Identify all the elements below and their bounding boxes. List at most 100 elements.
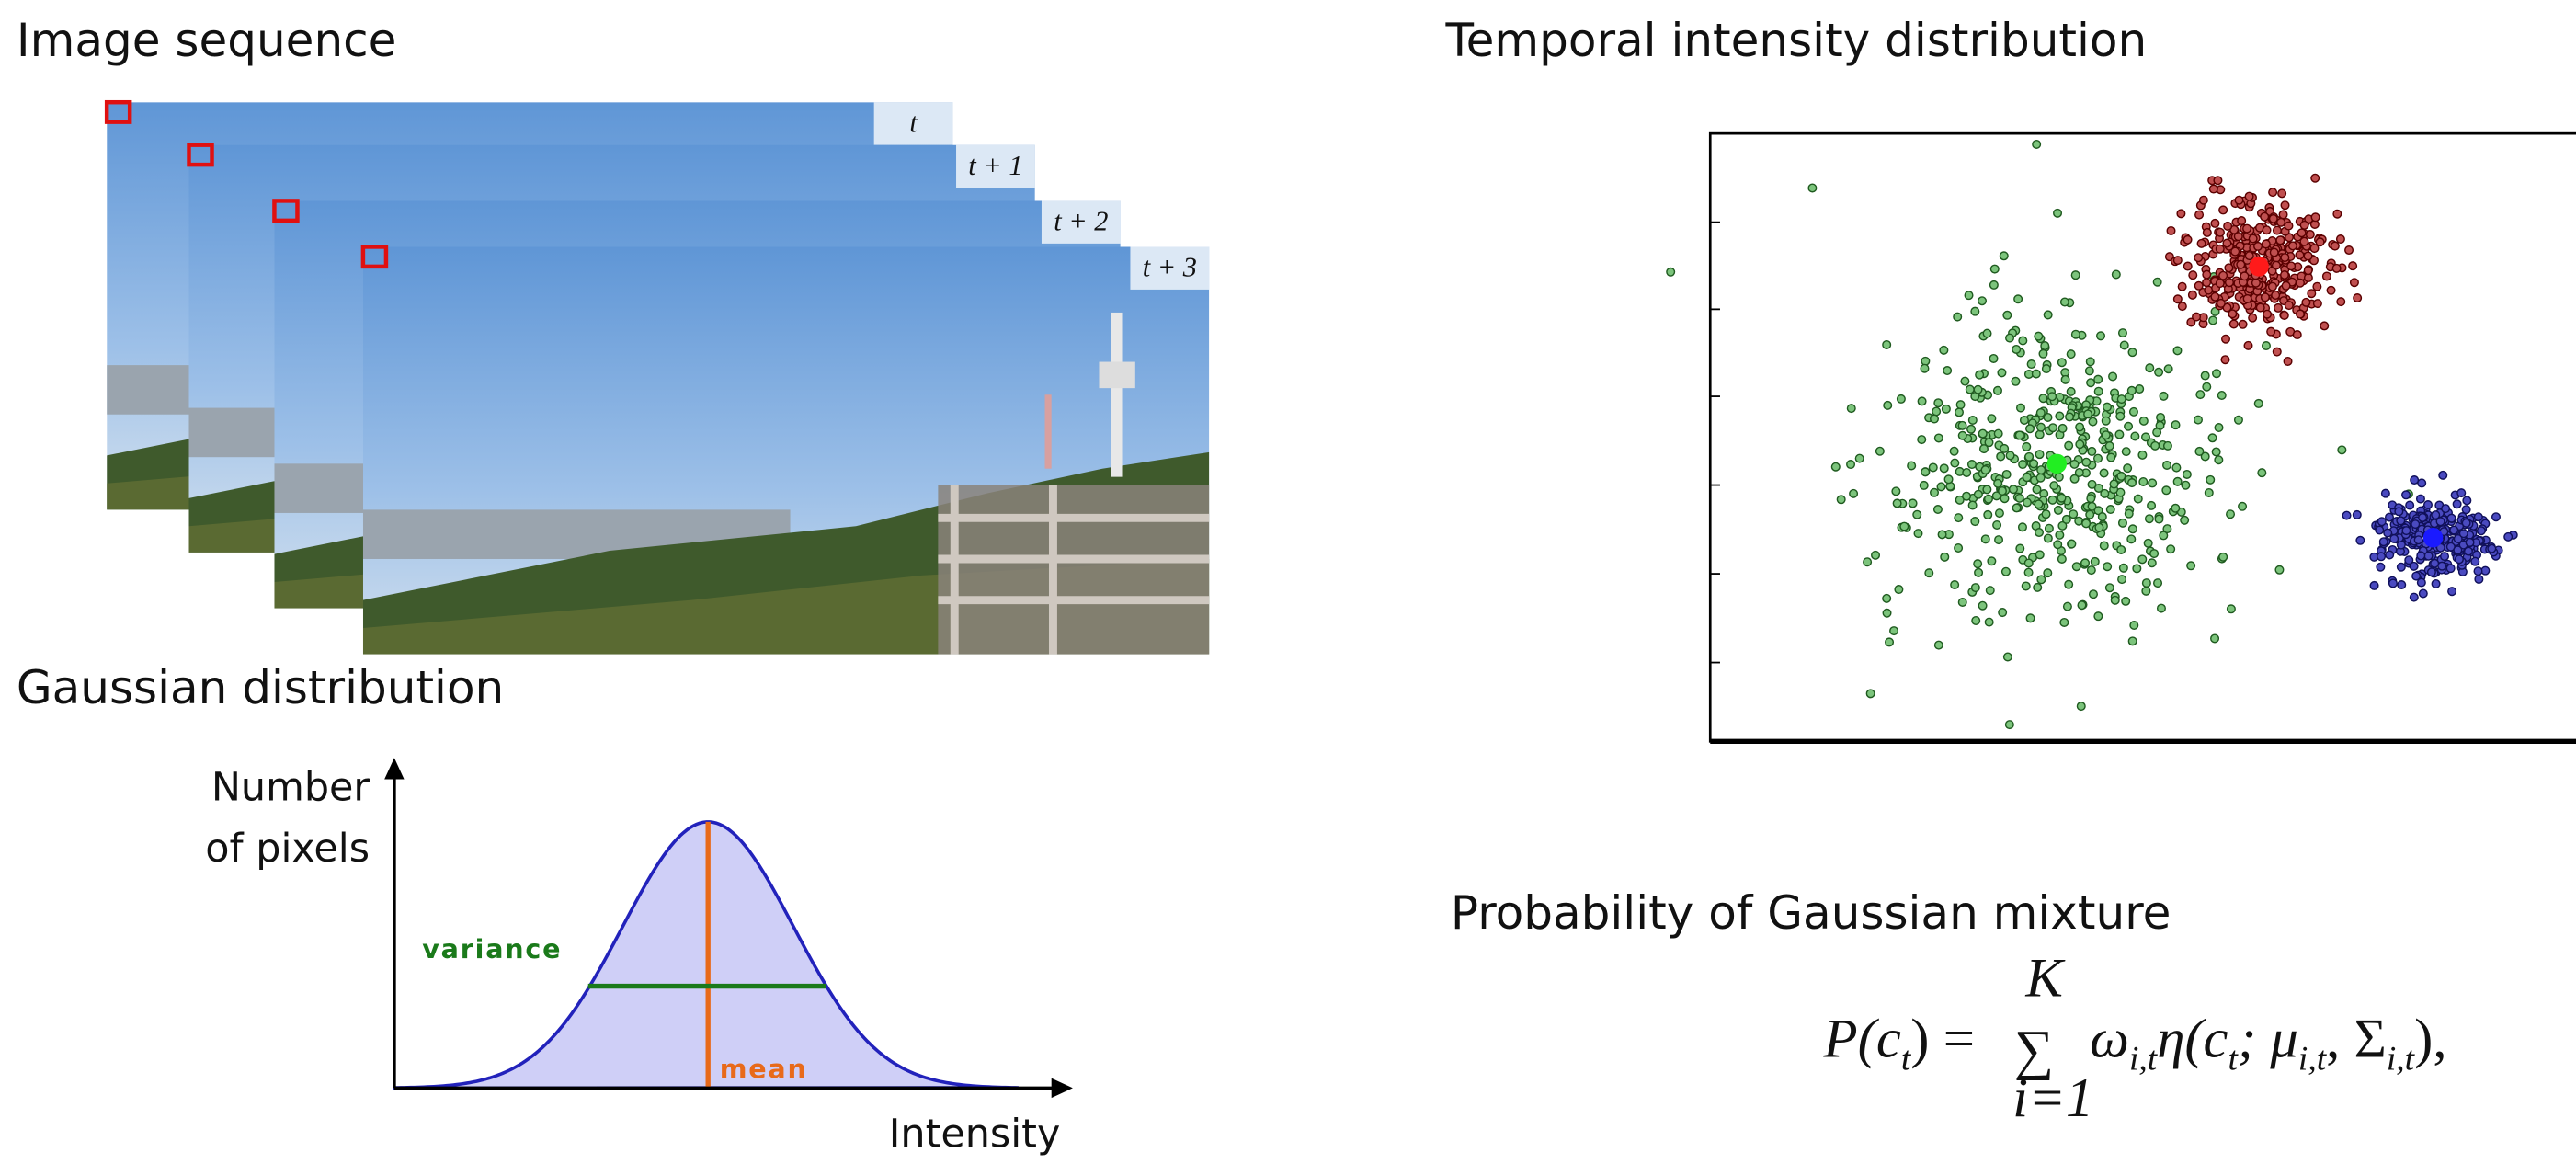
scatter-point xyxy=(2144,514,2154,524)
y-axis-label: of pixels xyxy=(205,826,370,872)
frame-label: t + 3 xyxy=(1143,252,1197,283)
scatter-point xyxy=(1966,460,1977,470)
scatter-point xyxy=(2384,512,2395,522)
scatter-point xyxy=(2015,403,2026,413)
scatter-point xyxy=(2162,440,2172,451)
scatter-point xyxy=(1993,428,2003,439)
scatter-point xyxy=(2083,409,2093,419)
scatter-point xyxy=(2138,476,2149,486)
scatter-point xyxy=(2087,501,2097,511)
scatter-point xyxy=(2057,493,2067,503)
scatter-point xyxy=(2097,512,2107,522)
scatter-point xyxy=(2186,317,2196,327)
scatter-point xyxy=(2437,561,2447,571)
scatter-point xyxy=(2394,507,2404,517)
scatter-point xyxy=(2228,309,2238,319)
scatter-point xyxy=(2043,568,2053,578)
section-title: Probability of Gaussian mixture xyxy=(1451,886,2171,940)
scatter-point xyxy=(2034,499,2044,509)
scatter-point xyxy=(2274,565,2285,575)
scatter-point xyxy=(2047,495,2057,505)
scatter-point xyxy=(1882,593,1892,603)
sum-lower: i=1 xyxy=(2012,1067,2093,1129)
scatter-point xyxy=(2057,423,2068,433)
scatter-point xyxy=(2074,467,2084,477)
scatter-point xyxy=(2287,241,2297,251)
scatter-point xyxy=(2210,218,2220,228)
scatter-point xyxy=(1954,513,1964,523)
scatter-point xyxy=(2177,302,2187,312)
scatter-point xyxy=(2035,422,2046,432)
scatter-point xyxy=(2001,469,2012,479)
scatter-point xyxy=(2103,562,2113,572)
formula-part: ) = xyxy=(1910,1008,1975,1069)
scatter-point xyxy=(1982,485,1992,495)
scatter-point xyxy=(2183,234,2193,245)
section-title: Temporal intensity distribution xyxy=(1445,14,2148,67)
scatter-point xyxy=(2057,358,2067,368)
scatter-point xyxy=(2461,518,2471,528)
scatter-point xyxy=(2094,522,2104,532)
scatter-point xyxy=(2309,244,2320,254)
scatter-point xyxy=(2463,546,2473,556)
scatter-point xyxy=(1970,583,1980,593)
scatter-point xyxy=(2263,309,2273,319)
scatter-point xyxy=(2012,344,2022,354)
scatter-point xyxy=(2456,488,2467,498)
scatter-point xyxy=(2053,208,2063,218)
scatter-point xyxy=(2108,371,2118,382)
scatter-point xyxy=(2135,384,2145,394)
scatter-point xyxy=(2080,558,2091,568)
formula-part: ω xyxy=(2090,1008,2129,1069)
scatter-point xyxy=(2014,430,2024,440)
scatter-point xyxy=(1933,398,1943,408)
scatter-point xyxy=(2133,494,2143,504)
scatter-point xyxy=(2397,580,2407,590)
formula-rhs: ωi,tη(ct; μi,t, Σi,t), xyxy=(2090,1008,2446,1078)
scatter-point xyxy=(2342,510,2352,520)
scatter-point xyxy=(2023,558,2034,568)
scatter-point xyxy=(2377,517,2387,527)
scatter-point xyxy=(2196,238,2206,248)
scatter-point xyxy=(1997,485,2007,496)
scatter-point xyxy=(2011,376,2021,386)
scatter-point xyxy=(2271,290,2281,300)
scatter-point xyxy=(2344,245,2354,256)
frame-label-box xyxy=(1130,246,1210,290)
scatter-point xyxy=(2308,256,2319,266)
scatter-point xyxy=(2154,367,2164,377)
scatter-point xyxy=(1980,534,1990,544)
scatter-point xyxy=(2253,398,2263,408)
scatter-point xyxy=(2057,553,2067,564)
scatter-point xyxy=(2274,302,2284,313)
scatter-point xyxy=(2244,191,2254,201)
scatter-point xyxy=(1889,626,1899,636)
scatter-point xyxy=(2280,253,2290,263)
scatter-point xyxy=(2087,446,2097,456)
scatter-point xyxy=(2104,583,2114,593)
scatter-point xyxy=(2330,241,2340,251)
scatter-point xyxy=(1967,500,1978,510)
scatter-point xyxy=(1836,495,1846,505)
scatter-point xyxy=(1950,580,1960,590)
scatter-point xyxy=(2237,216,2247,226)
scatter-point xyxy=(2008,485,2018,495)
scatter-point xyxy=(2422,500,2433,510)
scatter-point xyxy=(2171,503,2181,513)
scatter-point xyxy=(1973,384,1983,394)
scatter-point xyxy=(2022,473,2032,483)
scatter-point xyxy=(2409,592,2419,602)
scatter-point xyxy=(2240,271,2250,281)
variance-label: variance xyxy=(422,933,562,964)
scatter-point xyxy=(2163,364,2173,374)
scatter-point xyxy=(2129,620,2139,631)
scatter-point xyxy=(2194,253,2204,263)
scatter-point xyxy=(2211,447,2221,457)
scatter-point xyxy=(2243,340,2253,350)
scatter-point xyxy=(2410,475,2420,485)
scatter-point xyxy=(1957,430,1967,440)
formula-subscript: t xyxy=(1901,1041,1912,1078)
scatter-point xyxy=(2369,580,2379,590)
scatter-point xyxy=(2025,424,2035,434)
scatter-point xyxy=(2416,577,2426,588)
